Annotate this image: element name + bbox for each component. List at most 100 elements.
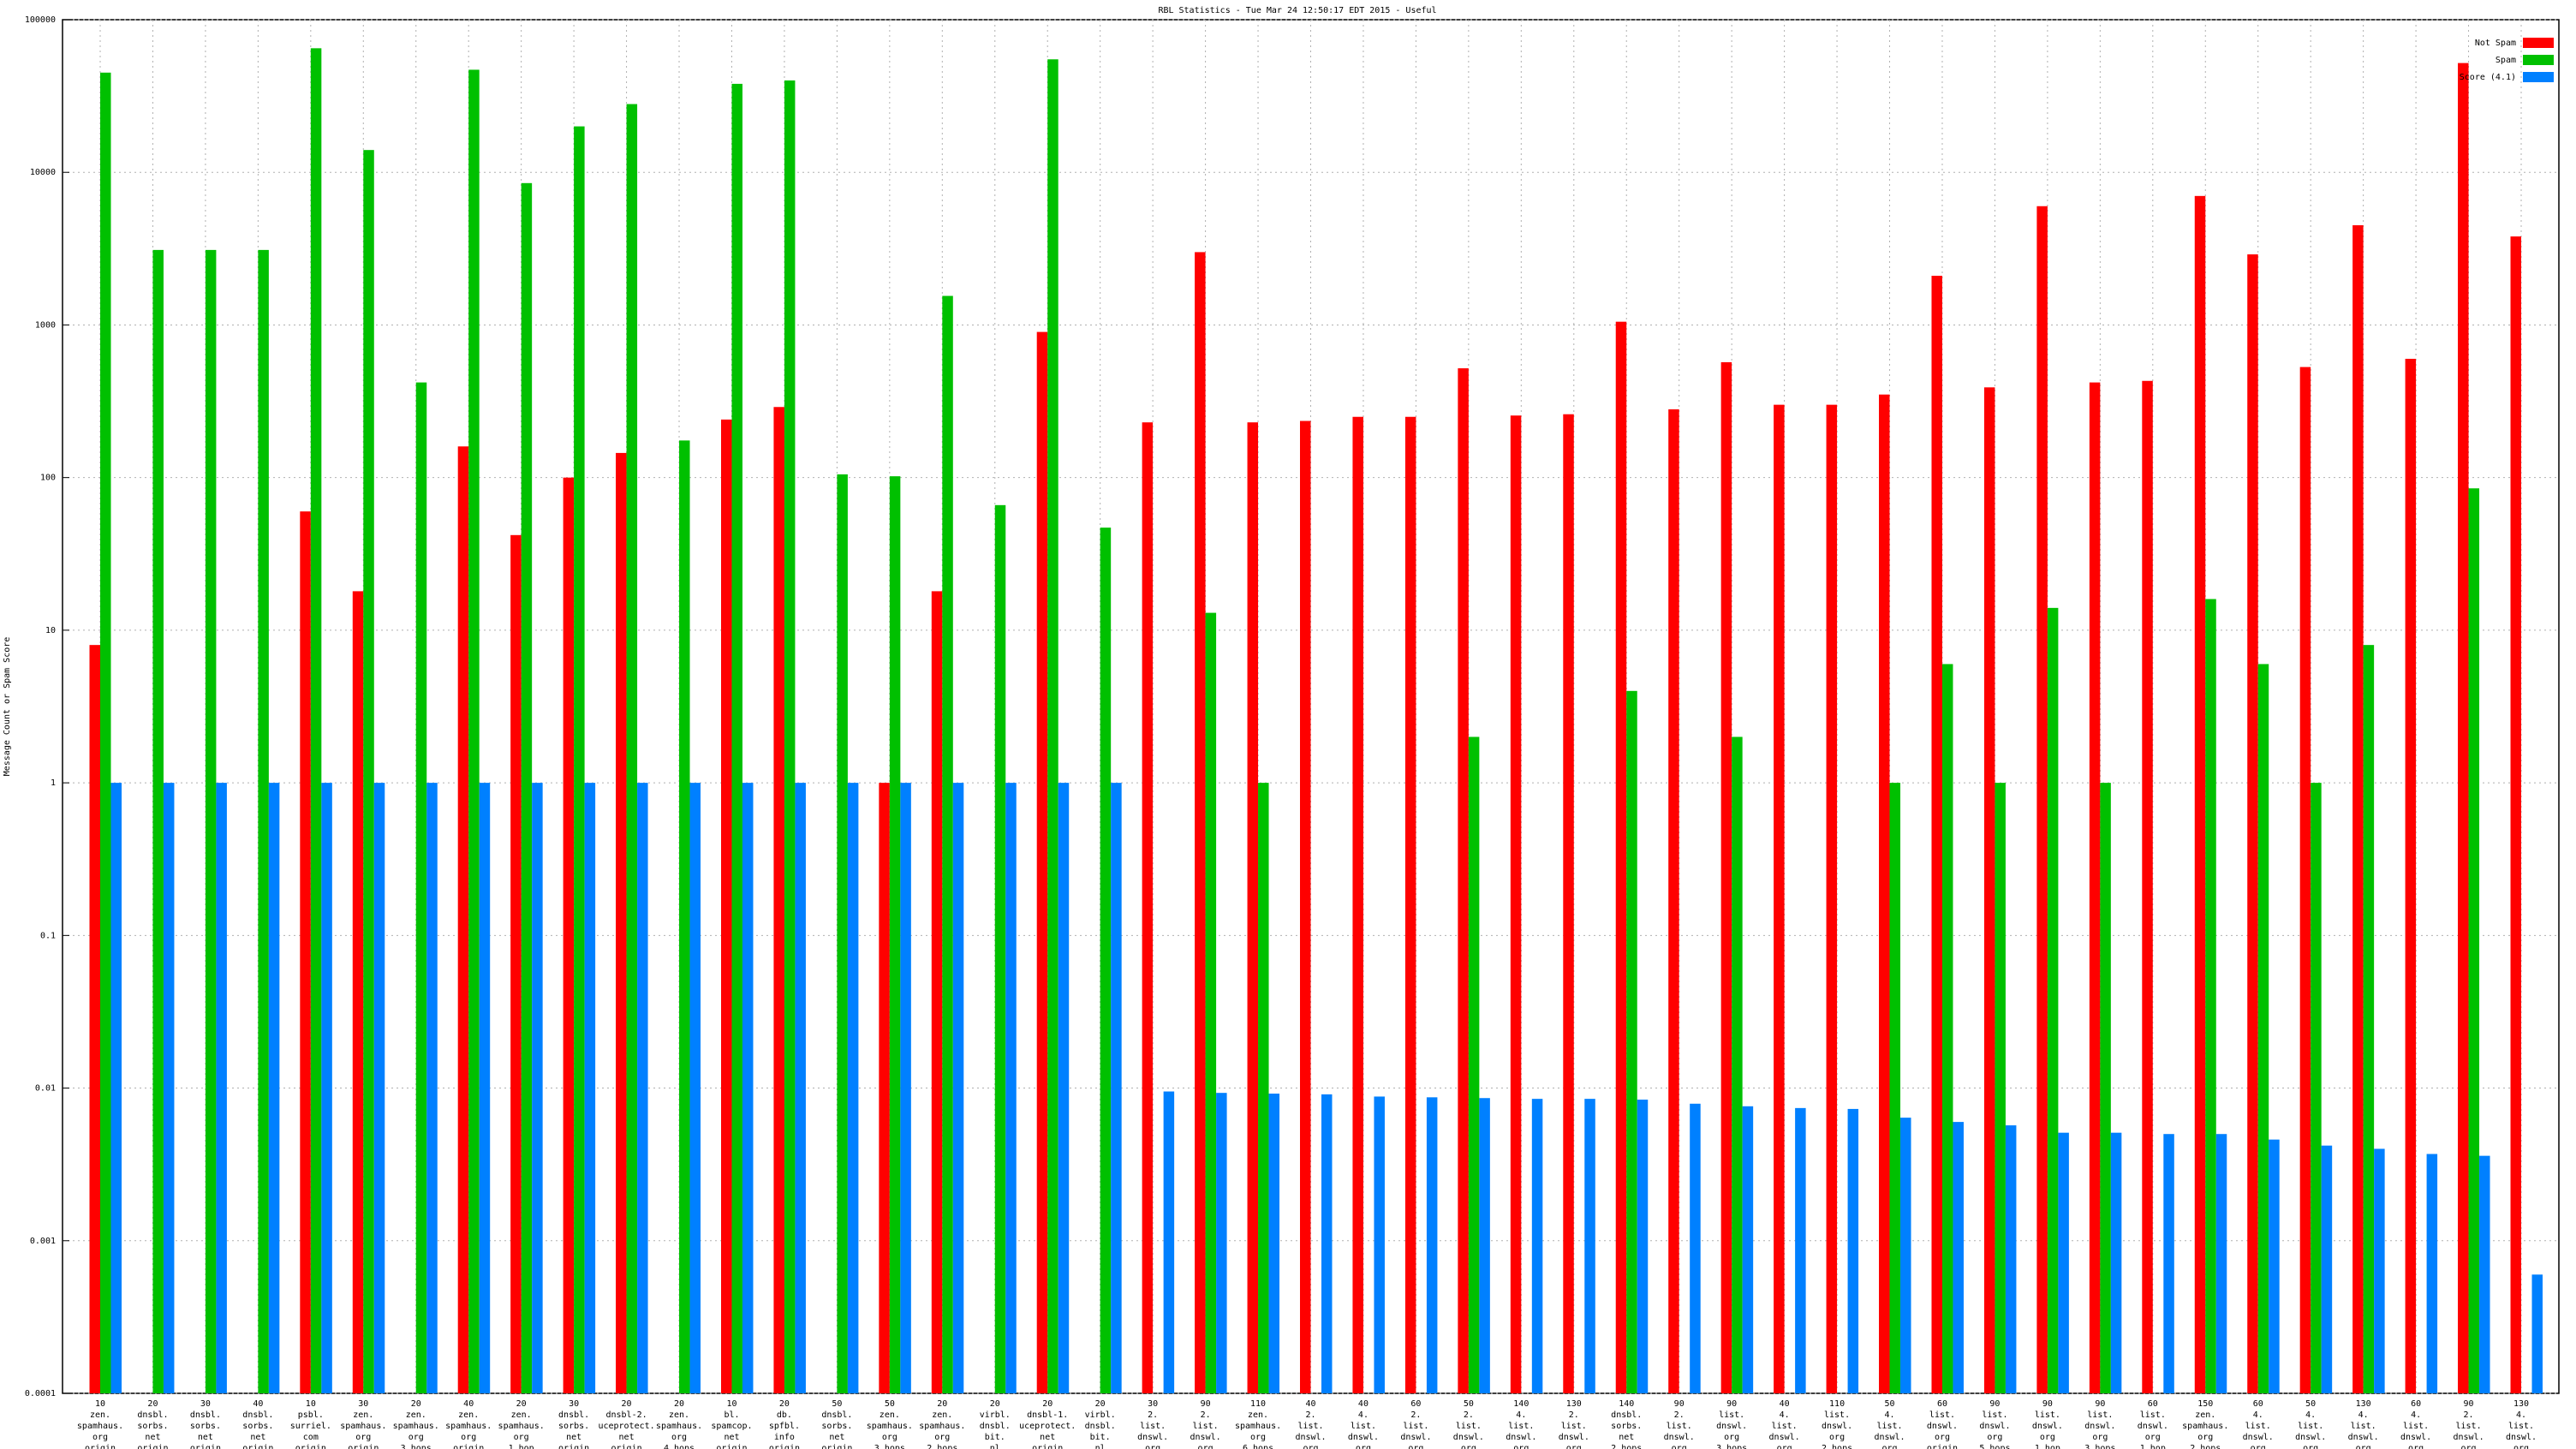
x-tick-label: origin: [295, 1444, 326, 1449]
x-tick-label: dnswl.: [1453, 1433, 1484, 1442]
bar: [563, 477, 575, 1393]
bar: [521, 182, 533, 1394]
x-tick-label: dnswl.: [1716, 1422, 1747, 1431]
x-tick-label: 3 hops: [1716, 1444, 1747, 1449]
x-tick-label: net: [145, 1433, 160, 1442]
y-tick-label: 0.0001: [25, 1389, 56, 1398]
x-tick-label: 20: [147, 1399, 158, 1409]
bar: [1142, 422, 1154, 1393]
x-tick-label: 20: [516, 1399, 527, 1409]
bar: [1563, 414, 1574, 1393]
bar: [205, 249, 217, 1394]
x-tick-label: 2 hops: [1611, 1444, 1642, 1449]
x-tick-label: zen.: [511, 1410, 532, 1420]
bar: [2269, 1139, 2280, 1393]
x-tick-label: 6 hops: [1243, 1444, 1273, 1449]
x-tick-label: 90: [2095, 1399, 2105, 1409]
x-tick-label: org: [934, 1433, 950, 1442]
x-tick-label: dnswl.: [1137, 1433, 1168, 1442]
x-tick-label: 4.: [1780, 1410, 1790, 1420]
x-tick-label: 90: [2042, 1399, 2053, 1409]
bar: [889, 476, 901, 1393]
x-tick-label: virbl.: [980, 1410, 1011, 1420]
bar: [942, 295, 953, 1394]
bar: [1195, 252, 1206, 1393]
bar: [216, 783, 227, 1393]
x-tick-label: origin: [85, 1444, 116, 1449]
x-tick-label: zen.: [1248, 1410, 1268, 1420]
x-tick-label: dnsbl.: [242, 1410, 273, 1420]
x-tick-label: list.: [1982, 1410, 2007, 1420]
x-tick-label: origin: [1032, 1444, 1063, 1449]
x-tick-label: org: [2303, 1444, 2318, 1449]
bar: [363, 150, 374, 1393]
chart-title: RBL Statistics - Tue Mar 24 12:50:17 EDT…: [1158, 6, 1436, 15]
x-tick-label: dnswl.: [1295, 1433, 1326, 1442]
x-tick-label: dnsbl.: [558, 1410, 589, 1420]
x-tick-label: dnswl.: [1348, 1433, 1379, 1442]
x-tick-label: org: [1303, 1444, 1318, 1449]
x-tick-label: dnswl.: [1506, 1433, 1536, 1442]
x-tick-label: list.: [2087, 1410, 2113, 1420]
bar: [2468, 488, 2480, 1393]
legend-label: Not Spam: [2475, 39, 2516, 48]
y-tick-label: 100: [40, 474, 56, 483]
bar: [2321, 1145, 2333, 1393]
x-tick-label: dnswl.: [1559, 1433, 1589, 1442]
x-tick-label: 60: [2411, 1399, 2421, 1409]
x-tick-label: 40: [253, 1399, 263, 1409]
x-tick-label: 110: [1829, 1399, 1845, 1409]
bar: [1458, 368, 1469, 1393]
x-tick-label: 20: [779, 1399, 790, 1409]
x-tick-label: org: [2513, 1444, 2529, 1449]
x-tick-label: list.: [2508, 1422, 2534, 1431]
x-tick-label: org: [1250, 1433, 1266, 1442]
x-tick-label: org: [1356, 1444, 1371, 1449]
x-tick-label: org: [1672, 1444, 1687, 1449]
x-tick-label: uceprotect.: [598, 1422, 654, 1431]
bar: [258, 249, 269, 1394]
x-tick-label: origin: [558, 1444, 589, 1449]
x-tick-label: spamhaus.: [1235, 1422, 1281, 1431]
bar: [1941, 664, 1953, 1393]
x-tick-label: zen.: [2195, 1410, 2215, 1420]
x-tick-label: spamhaus.: [340, 1422, 386, 1431]
bar: [1205, 612, 1217, 1393]
x-tick-label: origin: [348, 1444, 379, 1449]
bar: [2047, 607, 2059, 1393]
bar: [1626, 690, 1637, 1393]
bar: [2458, 63, 2469, 1394]
bar: [952, 783, 964, 1393]
bar: [1690, 1103, 1701, 1393]
x-tick-label: list.: [2298, 1422, 2323, 1431]
bar: [1374, 1096, 1385, 1393]
x-tick-label: dnsbl.: [1085, 1422, 1116, 1431]
x-tick-label: list.: [1667, 1422, 1692, 1431]
x-tick-label: spamhaus.: [77, 1422, 123, 1431]
bar: [584, 783, 596, 1393]
x-tick-label: dnswl.: [2032, 1422, 2063, 1431]
bar: [1300, 420, 1311, 1393]
bar: [1531, 1099, 1543, 1393]
x-tick-label: 20: [622, 1399, 632, 1409]
x-tick-label: origin: [453, 1444, 484, 1449]
bar: [1615, 321, 1627, 1394]
x-tick-label: sorbs.: [242, 1422, 273, 1431]
x-tick-label: dnsbl.: [980, 1422, 1011, 1431]
x-tick-label: 4.: [1516, 1410, 1526, 1420]
x-tick-label: 2 hops: [927, 1444, 957, 1449]
x-tick-label: spfbl.: [769, 1422, 800, 1431]
bar: [1995, 783, 2006, 1393]
bar: [900, 783, 911, 1393]
bar: [1931, 276, 1942, 1393]
legend-label: Score (4.1): [2460, 73, 2516, 82]
bar: [742, 783, 754, 1393]
x-tick-label: dnswl.: [1874, 1433, 1905, 1442]
bar: [837, 474, 848, 1393]
bar: [1774, 404, 1785, 1393]
bar: [795, 783, 806, 1393]
bar: [994, 504, 1006, 1394]
x-tick-label: dnsbl.: [821, 1410, 852, 1420]
x-tick-label: sorbs.: [558, 1422, 589, 1431]
